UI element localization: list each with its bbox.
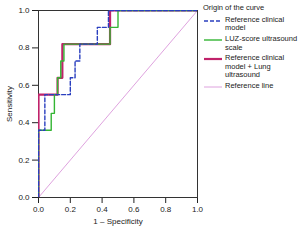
- svg-text:0.4: 0.4: [18, 118, 30, 127]
- svg-text:0.6: 0.6: [128, 205, 140, 214]
- svg-text:Sensitivity: Sensitivity: [5, 86, 14, 122]
- svg-text:0.0: 0.0: [18, 193, 30, 202]
- html-text:Reference clinical model + Lun: Reference clinical model + Lung ultrasou…: [225, 53, 285, 80]
- html-text:LUZ-score ultrasound scale: LUZ-score ultrasound scale: [225, 33, 298, 52]
- html-text:Reference clinical model: Reference clinical model: [225, 14, 285, 33]
- svg-text:1 – Specificity: 1 – Specificity: [93, 217, 142, 226]
- html-text:Reference line: Reference line: [225, 81, 274, 90]
- svg-text:0.8: 0.8: [18, 43, 30, 52]
- svg-text:1.0: 1.0: [18, 6, 30, 15]
- svg-text:0.2: 0.2: [18, 156, 30, 165]
- svg-text:0.6: 0.6: [18, 81, 30, 90]
- svg-text:0.0: 0.0: [33, 205, 45, 214]
- svg-text:0.4: 0.4: [97, 205, 109, 214]
- svg-text:0.2: 0.2: [65, 205, 77, 214]
- svg-text:1.0: 1.0: [192, 205, 204, 214]
- svg-text:0.8: 0.8: [160, 205, 172, 214]
- html-text:Origin of the curve: Origin of the curve: [203, 3, 265, 12]
